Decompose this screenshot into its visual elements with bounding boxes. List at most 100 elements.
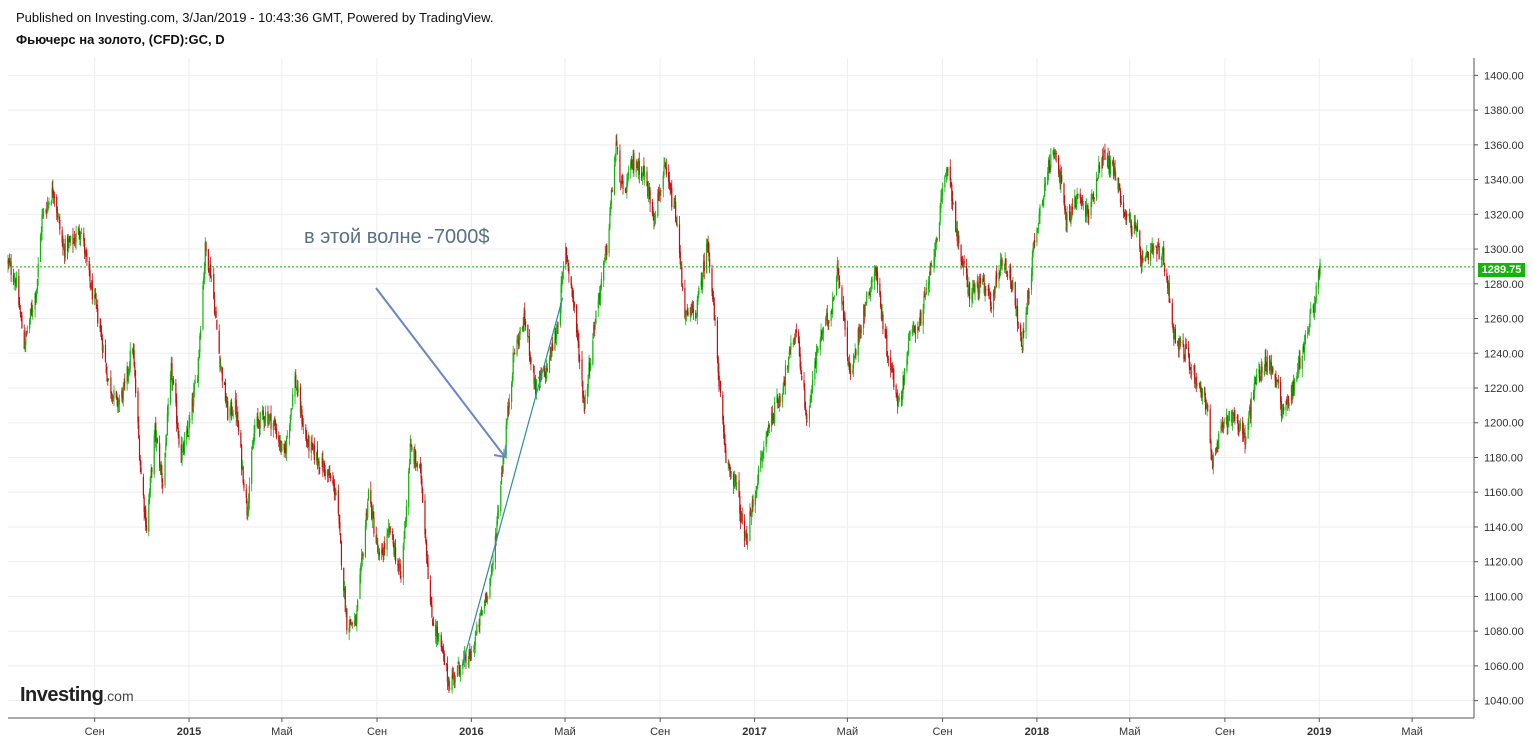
candle-body	[907, 341, 910, 353]
candle	[365, 508, 367, 531]
candle	[746, 532, 749, 550]
candle-body	[214, 313, 216, 315]
candle-body	[660, 190, 662, 193]
candle-body	[1156, 246, 1158, 254]
candle	[1253, 375, 1255, 402]
candle	[1123, 211, 1125, 218]
candle-body	[559, 305, 561, 325]
candle	[811, 384, 813, 403]
candle-body	[153, 435, 155, 475]
candle-body	[1297, 370, 1299, 374]
candle	[941, 188, 943, 203]
candle-body	[695, 316, 698, 318]
candle-body	[328, 471, 330, 476]
candle-body	[400, 576, 402, 578]
candle-body	[335, 492, 337, 496]
candle-body	[518, 335, 520, 346]
candle-body	[513, 353, 515, 355]
candle-body	[993, 289, 995, 296]
candle-body	[1211, 460, 1214, 469]
candle-body	[707, 243, 709, 245]
candle-body	[1234, 417, 1236, 419]
candle	[1080, 194, 1082, 206]
candle	[1269, 355, 1271, 375]
candle-body	[90, 282, 92, 290]
candle-body	[8, 259, 10, 262]
candle-body	[511, 375, 513, 383]
candle	[36, 278, 38, 294]
candle	[685, 310, 688, 322]
candle-body	[321, 458, 323, 467]
candle-body	[576, 330, 578, 334]
candle-body	[241, 465, 244, 467]
candle	[1163, 262, 1166, 277]
candle	[906, 351, 908, 374]
candle	[907, 333, 910, 356]
candle-body	[101, 337, 103, 352]
candle-body	[719, 380, 722, 393]
candle-body	[46, 210, 48, 213]
candle-body	[375, 535, 377, 544]
candle	[754, 490, 756, 514]
candle	[668, 171, 671, 191]
candle-body	[254, 425, 256, 433]
candle	[659, 187, 661, 203]
candle	[974, 282, 976, 301]
candle-body	[1039, 205, 1041, 216]
candle	[814, 357, 816, 386]
candle-body	[1275, 378, 1277, 385]
candle-body	[951, 198, 954, 205]
candle-body	[278, 442, 281, 446]
candle	[231, 406, 233, 416]
candle	[669, 182, 671, 196]
candle-body	[879, 283, 881, 295]
candle-body	[729, 471, 732, 474]
candle-body	[339, 522, 341, 532]
candle	[698, 285, 700, 298]
candle	[415, 449, 417, 471]
candle-body	[1091, 194, 1093, 203]
candle	[860, 324, 862, 339]
candle	[1290, 385, 1293, 406]
candle	[606, 243, 608, 260]
candle-body	[31, 308, 33, 313]
candle-body	[806, 421, 808, 423]
candle-body	[84, 250, 86, 255]
candle-body	[855, 349, 857, 356]
candle-body	[46, 203, 49, 211]
candle-body	[129, 350, 131, 370]
candle-body	[145, 525, 148, 531]
candle	[1231, 410, 1233, 427]
candle	[832, 291, 834, 318]
candle	[1085, 200, 1087, 223]
candle	[767, 420, 770, 436]
candle-body	[1135, 227, 1137, 231]
candle	[323, 460, 326, 477]
candle-body	[198, 350, 200, 356]
candle-body	[230, 401, 233, 415]
candle	[187, 435, 189, 438]
candle-body	[891, 363, 893, 371]
candle-body	[456, 665, 459, 678]
candle-body	[70, 235, 72, 241]
candle-body	[819, 338, 821, 350]
candle-body	[307, 435, 309, 444]
candle	[421, 475, 423, 494]
candle-body	[1232, 414, 1235, 417]
candle	[950, 178, 952, 187]
candle-body	[794, 330, 797, 338]
candle-body	[771, 414, 773, 424]
candle	[1095, 171, 1098, 201]
candle-body	[186, 428, 189, 434]
candle-body	[783, 379, 785, 388]
candle-body	[517, 337, 519, 340]
candle	[632, 149, 634, 174]
candle	[159, 435, 161, 472]
candle-body	[516, 339, 518, 355]
candle-body	[1255, 379, 1257, 384]
candle	[481, 609, 483, 617]
candle-body	[48, 202, 50, 205]
candle	[432, 618, 434, 627]
candle	[836, 256, 838, 282]
